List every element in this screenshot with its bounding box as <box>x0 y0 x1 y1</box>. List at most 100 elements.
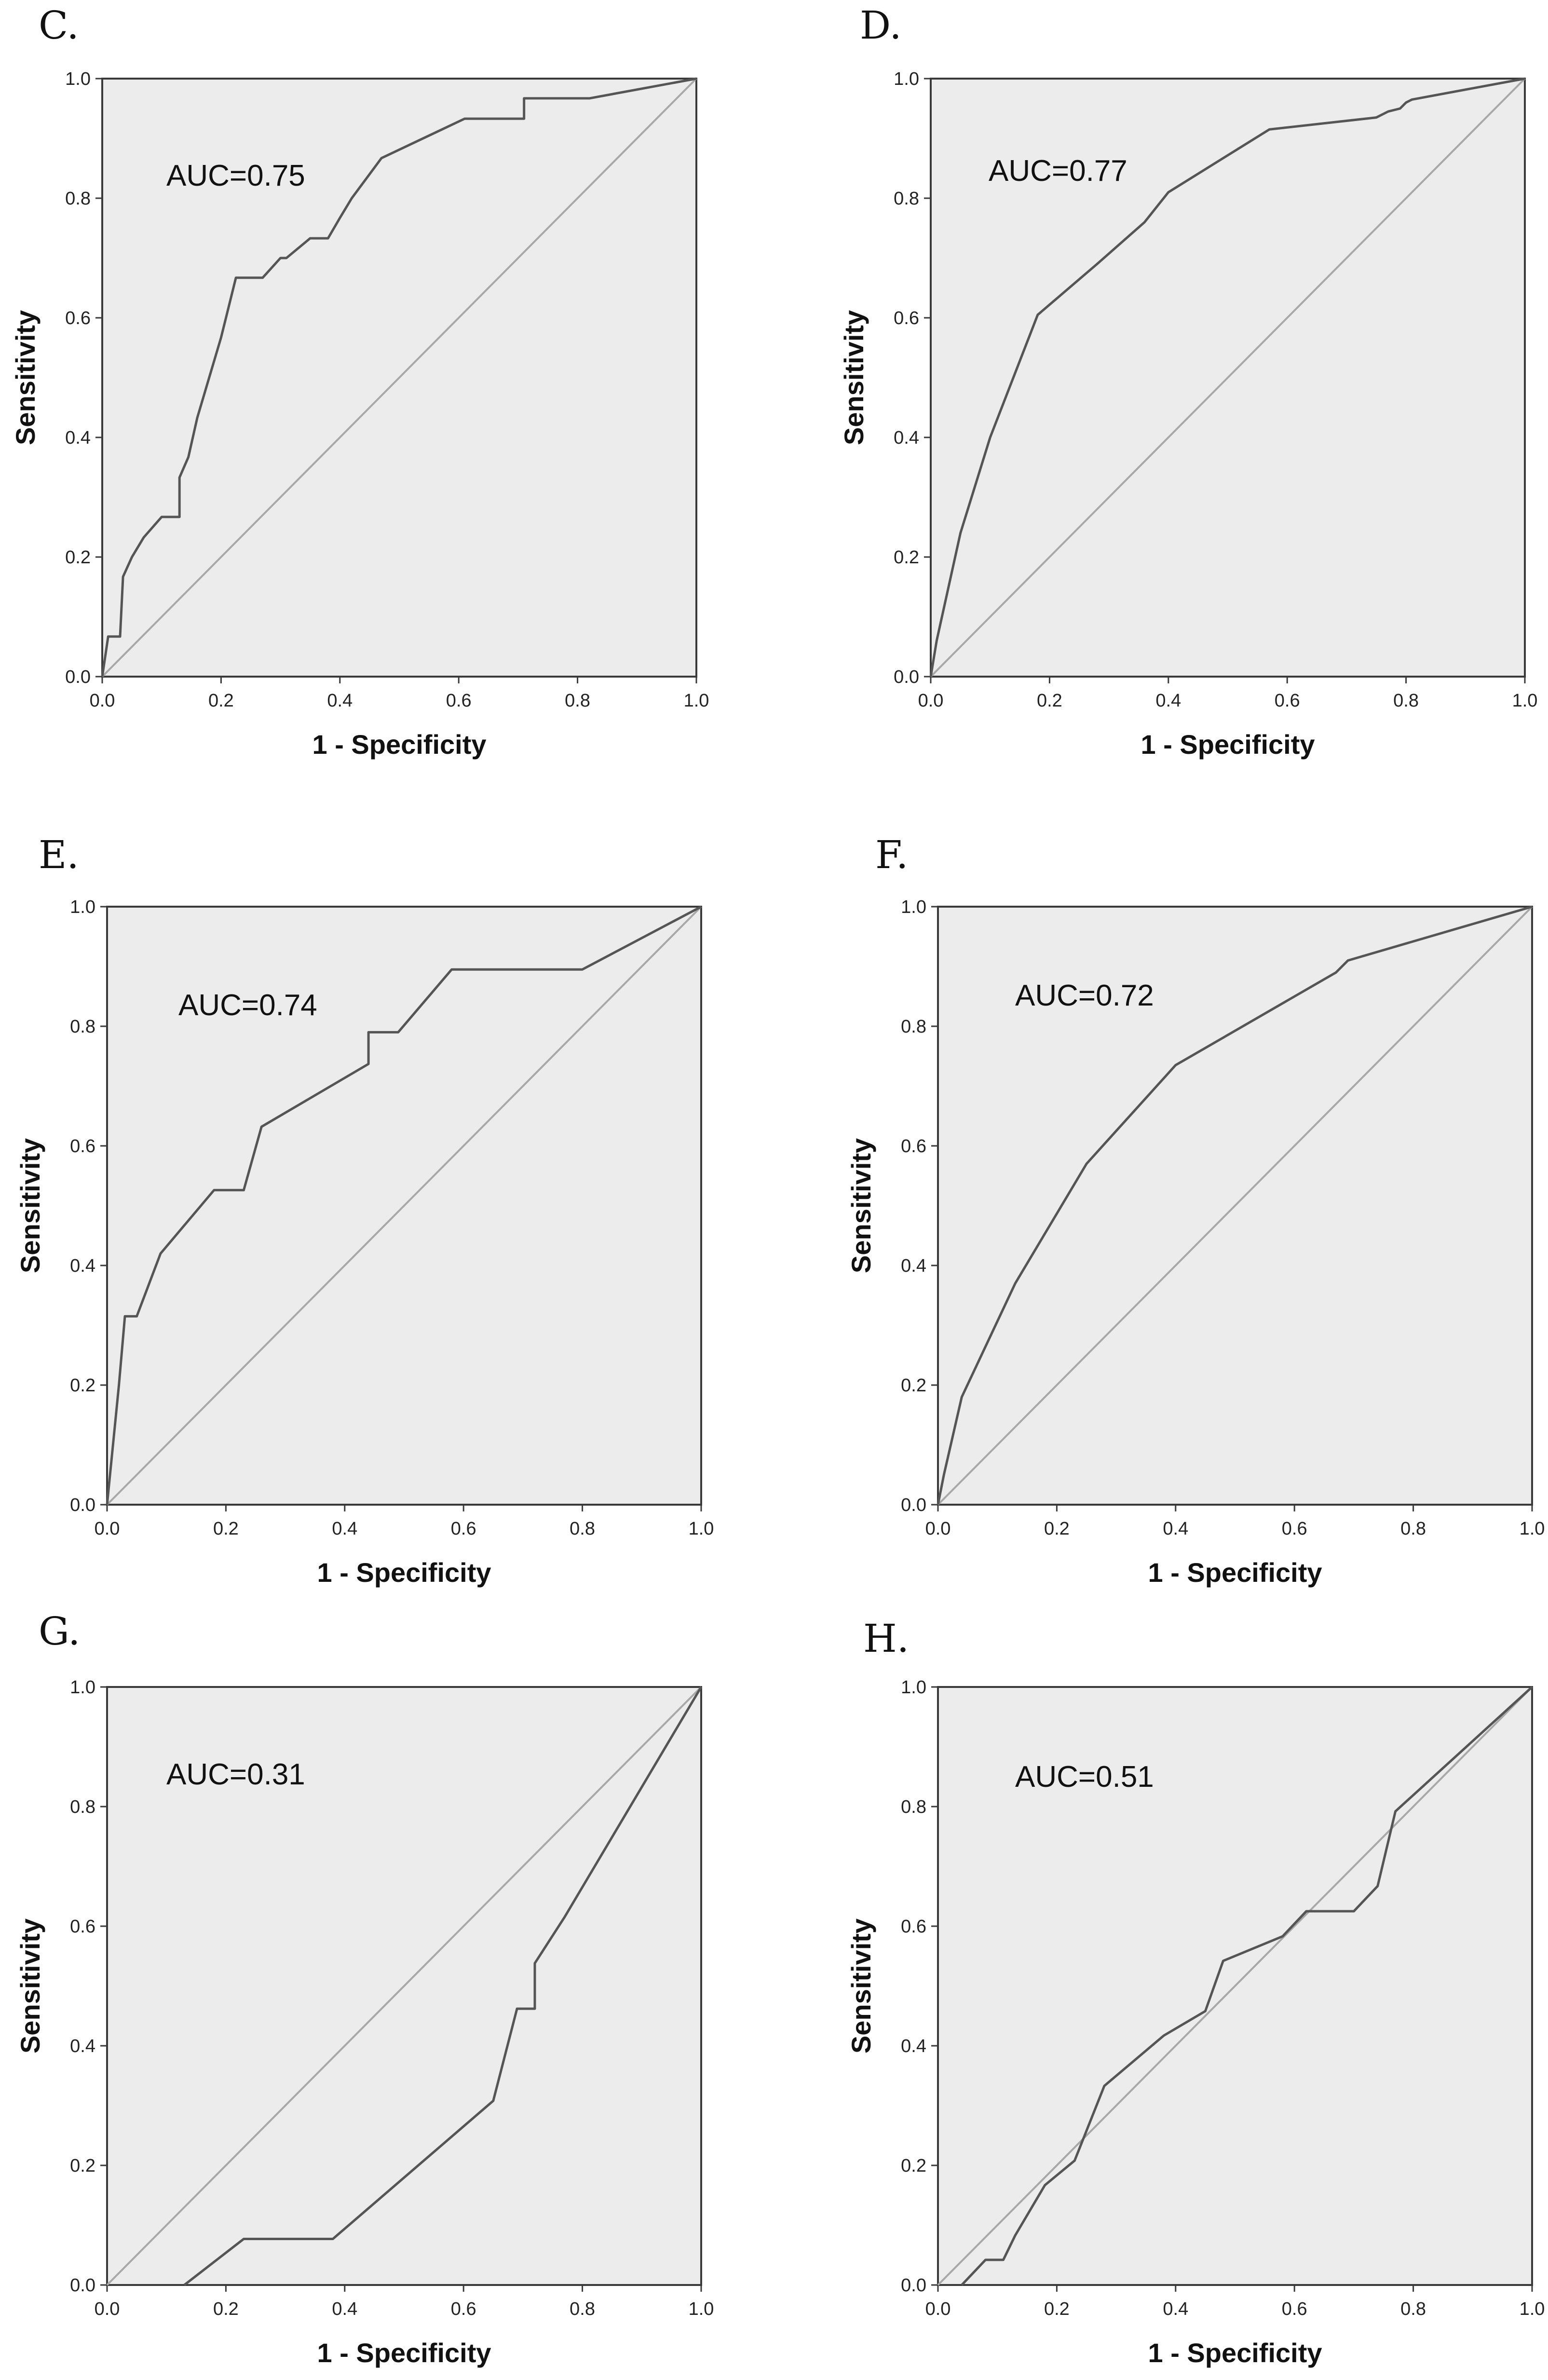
y-tick-label: 0.8 <box>65 189 91 209</box>
y-tick-label: 0.2 <box>894 547 919 568</box>
roc-curve <box>929 77 1525 677</box>
panel-letter: C. <box>39 3 79 48</box>
y-axis-label: Sensitivity <box>15 1138 45 1273</box>
y-tick-label: 0.6 <box>901 1136 926 1156</box>
roc-curve <box>961 1686 1533 2286</box>
auc-annotation: AUC=0.51 <box>1015 1760 1154 1794</box>
x-tick-label: 1.0 <box>689 1519 714 1539</box>
x-tick-label: 0.4 <box>332 1519 357 1539</box>
y-tick-label: 0.8 <box>70 1017 95 1037</box>
y-axis-label: Sensitivity <box>10 310 41 445</box>
roc-panel-0: C. 0.0 0.2 0.4 0.6 0.8 1.0 0.0 0.2 0.4 0.6 0.8 1.0 AU… <box>10 3 709 760</box>
y-tick-label: 1.0 <box>65 69 91 89</box>
x-tick-label: 0.6 <box>446 691 472 711</box>
x-tick-label: 0.2 <box>213 1519 239 1539</box>
reference-line <box>937 906 1533 1506</box>
panel-letter: F. <box>875 832 908 877</box>
roc-panel-2: E. 0.0 0.2 0.4 0.6 0.8 1.0 0.0 0.2 0.4 0.6 0.8 1.0 AU… <box>15 832 714 1588</box>
panel-letter: E. <box>39 832 79 877</box>
y-tick-label: 0.8 <box>901 1017 926 1037</box>
x-tick-label: 0.2 <box>208 691 234 711</box>
x-axis-label: 1 - Specificity <box>312 729 486 760</box>
y-tick-label: 0.4 <box>70 1256 95 1276</box>
auc-annotation: AUC=0.72 <box>1015 979 1154 1012</box>
x-tick-label: 0.6 <box>1275 691 1300 711</box>
roc-panel-4: G. 0.0 0.2 0.4 0.6 0.8 1.0 0.0 0.2 0.4 0.6 0.8 1.0 AU… <box>15 1609 714 2368</box>
y-tick-label: 0.2 <box>65 547 91 568</box>
panel-letter: G. <box>39 1609 80 1654</box>
y-axis-label: Sensitivity <box>839 310 869 445</box>
y-tick-label: 0.2 <box>901 1375 926 1396</box>
roc-curve <box>937 905 1533 1505</box>
y-tick-label: 0.8 <box>894 189 919 209</box>
x-tick-label: 1.0 <box>684 691 709 711</box>
x-tick-label: 0.0 <box>90 691 115 711</box>
x-tick-label: 0.8 <box>570 2299 595 2319</box>
x-tick-label: 0.2 <box>1044 1519 1070 1539</box>
panel-letter: H. <box>863 1616 909 1661</box>
y-axis-label: Sensitivity <box>846 1918 876 2054</box>
x-tick-label: 1.0 <box>689 2299 714 2319</box>
y-tick-label: 0.0 <box>901 1495 926 1515</box>
y-tick-label: 1.0 <box>901 1677 926 1698</box>
x-tick-label: 1.0 <box>1520 1519 1545 1539</box>
roc-panel-3: F. 0.0 0.2 0.4 0.6 0.8 1.0 0.0 0.2 0.4 0.6 0.8 1.0 AU… <box>846 832 1545 1588</box>
y-tick-label: 0.4 <box>70 2036 95 2056</box>
x-tick-label: 0.4 <box>1155 691 1181 711</box>
x-tick-label: 0.8 <box>1400 2299 1426 2319</box>
reference-line <box>937 1686 1533 2286</box>
y-tick-label: 0.6 <box>70 1136 95 1156</box>
roc-curve <box>101 77 697 677</box>
x-tick-label: 0.4 <box>327 691 353 711</box>
auc-annotation: AUC=0.74 <box>178 989 317 1022</box>
x-tick-label: 0.2 <box>213 2299 239 2319</box>
x-tick-label: 0.0 <box>95 2299 120 2319</box>
x-tick-label: 0.2 <box>1044 2299 1070 2319</box>
auc-annotation: AUC=0.75 <box>166 159 305 192</box>
y-tick-label: 1.0 <box>70 897 95 917</box>
x-tick-label: 0.4 <box>332 2299 357 2319</box>
x-axis-label: 1 - Specificity <box>317 2338 491 2368</box>
y-tick-label: 0.4 <box>894 428 919 448</box>
x-tick-label: 0.6 <box>451 2299 476 2319</box>
x-tick-label: 0.0 <box>95 1519 120 1539</box>
y-tick-label: 0.0 <box>70 2275 95 2296</box>
x-tick-label: 0.2 <box>1037 691 1062 711</box>
y-tick-label: 0.6 <box>901 1917 926 1937</box>
y-axis-label: Sensitivity <box>846 1138 876 1273</box>
y-tick-label: 0.2 <box>70 2156 95 2176</box>
auc-annotation: AUC=0.31 <box>166 1758 305 1791</box>
y-tick-label: 0.0 <box>65 667 91 687</box>
x-tick-label: 0.8 <box>570 1519 595 1539</box>
x-tick-label: 0.0 <box>925 1519 951 1539</box>
y-tick-label: 1.0 <box>894 69 919 89</box>
x-axis-label: 1 - Specificity <box>317 1557 491 1588</box>
x-tick-label: 1.0 <box>1520 2299 1545 2319</box>
y-tick-label: 0.4 <box>901 2036 926 2056</box>
x-tick-label: 0.4 <box>1163 1519 1188 1539</box>
x-tick-label: 0.6 <box>1282 2299 1307 2319</box>
y-tick-label: 0.0 <box>894 667 919 687</box>
y-tick-label: 0.2 <box>70 1375 95 1396</box>
x-axis-label: 1 - Specificity <box>1148 2338 1322 2368</box>
y-tick-label: 0.6 <box>894 308 919 328</box>
reference-line <box>101 78 697 678</box>
roc-curve <box>106 905 702 1505</box>
roc-curve <box>183 1686 703 2286</box>
y-tick-label: 0.6 <box>65 308 91 328</box>
x-tick-label: 0.8 <box>1400 1519 1426 1539</box>
auc-annotation: AUC=0.77 <box>989 154 1127 188</box>
x-tick-label: 0.6 <box>451 1519 476 1539</box>
y-tick-label: 0.8 <box>70 1797 95 1817</box>
panel-letter: D. <box>860 3 902 48</box>
roc-panel-1: D. 0.0 0.2 0.4 0.6 0.8 1.0 0.0 0.2 0.4 0.6 0.8 1.0 AU… <box>839 3 1537 760</box>
y-tick-label: 0.0 <box>901 2275 926 2296</box>
x-tick-label: 0.8 <box>1393 691 1419 711</box>
x-axis-label: 1 - Specificity <box>1148 1557 1322 1588</box>
x-tick-label: 0.0 <box>918 691 944 711</box>
y-tick-label: 0.8 <box>901 1797 926 1817</box>
x-tick-label: 0.8 <box>565 691 590 711</box>
y-tick-label: 0.0 <box>70 1495 95 1515</box>
y-tick-label: 1.0 <box>901 897 926 917</box>
y-tick-label: 0.2 <box>901 2156 926 2176</box>
